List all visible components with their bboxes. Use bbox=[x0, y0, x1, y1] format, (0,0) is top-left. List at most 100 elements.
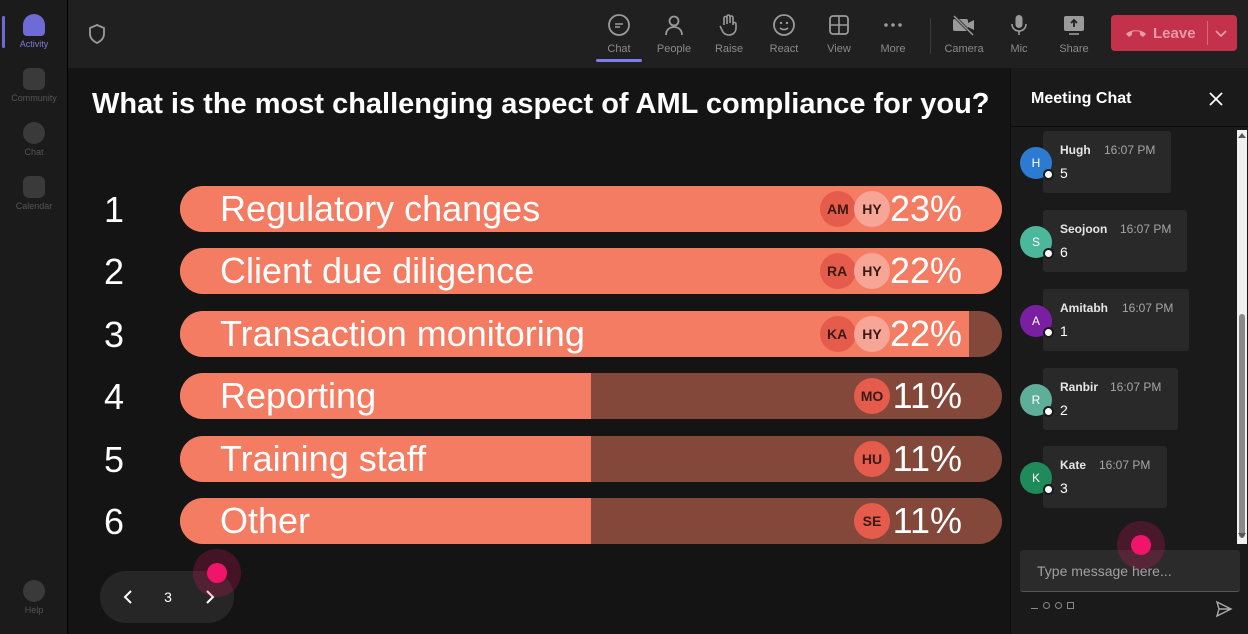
option-label: Other bbox=[220, 500, 311, 541]
poll-option-row: 1 Regulatory changes AM HY 23% bbox=[68, 186, 1010, 234]
toolbar-label: Raise bbox=[714, 43, 744, 55]
send-icon[interactable] bbox=[1215, 600, 1233, 618]
leave-divider bbox=[1207, 21, 1208, 45]
message-time: 16:07 PM bbox=[1104, 143, 1156, 157]
calendar-icon bbox=[23, 176, 45, 198]
mic-icon bbox=[1006, 12, 1032, 38]
chat-icon bbox=[606, 12, 632, 38]
chat-title: Meeting Chat bbox=[1031, 90, 1132, 107]
poll-option-row: 6 Other SE 11% bbox=[68, 498, 1010, 546]
toolbar-camera-button[interactable]: Camera bbox=[939, 8, 989, 64]
page-number: 3 bbox=[164, 589, 172, 605]
message-bubble bbox=[1043, 131, 1171, 193]
toolbar-chat-button[interactable]: Chat bbox=[594, 8, 644, 64]
toolbar-raise-button[interactable]: Raise bbox=[704, 8, 754, 64]
scroll-down-icon[interactable] bbox=[1238, 531, 1246, 539]
chat-divider bbox=[1011, 126, 1248, 127]
toolbar-label: Chat bbox=[607, 43, 631, 55]
toolbar-people-button[interactable]: People bbox=[649, 8, 699, 64]
chat-message-input[interactable] bbox=[1020, 550, 1240, 592]
rail-item-label: Activity bbox=[19, 39, 49, 49]
option-percentage: 22% bbox=[889, 313, 962, 354]
shield-icon[interactable] bbox=[88, 24, 106, 44]
close-icon[interactable] bbox=[1207, 90, 1225, 108]
toolbar-view-button[interactable]: View bbox=[814, 8, 864, 64]
rail-item-label: Calendar bbox=[15, 201, 53, 211]
share-icon bbox=[1061, 12, 1087, 38]
chat-message: K Kate 16:07 PM 3 bbox=[1011, 446, 1241, 510]
bell-icon bbox=[23, 14, 45, 36]
phone-hangup-icon bbox=[1126, 30, 1146, 37]
sender-name: Ranbir bbox=[1060, 380, 1099, 394]
rail-item-help[interactable]: Help bbox=[0, 576, 68, 626]
sender-name: Hugh bbox=[1060, 143, 1091, 157]
voter-avatar: KA bbox=[820, 316, 856, 352]
toolbar-share-button[interactable]: Share bbox=[1049, 8, 1099, 64]
option-bar: Transaction monitoring KA HY 22% bbox=[180, 311, 1002, 357]
toolbar-label: More bbox=[880, 43, 906, 55]
toolbar-react-button[interactable]: React bbox=[759, 8, 809, 64]
message-bubble bbox=[1043, 446, 1167, 508]
attach-icon[interactable] bbox=[1043, 602, 1050, 609]
option-bar: Client due diligence RA HY 22% bbox=[180, 248, 1002, 294]
option-number: 2 bbox=[104, 251, 125, 292]
hand-icon bbox=[716, 12, 742, 38]
sender-name: Seojoon bbox=[1060, 222, 1108, 236]
chevron-left-icon[interactable] bbox=[118, 587, 138, 607]
chat-message: H Hugh 16:07 PM 5 bbox=[1011, 131, 1241, 195]
rail-item-label: Help bbox=[24, 605, 44, 615]
presence-status-icon bbox=[1043, 169, 1054, 180]
option-number: 4 bbox=[104, 376, 125, 417]
meeting-chat-panel: Meeting Chat H Hugh 16:07 PM 5 S Seojoon 16:07… bbox=[1010, 68, 1248, 634]
voter-avatar: RA bbox=[820, 253, 856, 289]
option-bar: Reporting MO 11% bbox=[180, 373, 1002, 419]
gif-icon[interactable] bbox=[1067, 602, 1074, 609]
chevron-down-icon[interactable] bbox=[1213, 25, 1229, 41]
chat-compose-box bbox=[1020, 550, 1240, 592]
rail-item-community[interactable]: Community bbox=[0, 64, 68, 114]
option-label: Transaction monitoring bbox=[220, 313, 585, 354]
scrollbar-thumb[interactable] bbox=[1239, 314, 1245, 538]
option-percentage: 11% bbox=[892, 500, 962, 541]
option-label: Training staff bbox=[220, 438, 427, 479]
toolbar-label: Mic bbox=[1010, 43, 1028, 55]
rail-item-activity[interactable]: Activity bbox=[0, 10, 68, 60]
chat-icon bbox=[23, 122, 45, 144]
rail-item-chat[interactable]: Chat bbox=[0, 118, 68, 168]
option-percentage: 11% bbox=[892, 438, 962, 479]
option-label: Regulatory changes bbox=[220, 188, 541, 229]
option-label: Client due diligence bbox=[220, 250, 535, 291]
voter-avatar: HY bbox=[854, 253, 890, 289]
format-text-icon[interactable] bbox=[1031, 602, 1038, 609]
option-bar-fill bbox=[180, 498, 591, 544]
option-bar-fill bbox=[180, 373, 591, 419]
rail-item-calendar[interactable]: Calendar bbox=[0, 172, 68, 222]
presence-status-icon bbox=[1043, 248, 1054, 259]
rail-item-label: Community bbox=[11, 93, 57, 103]
presence-status-icon bbox=[1043, 484, 1054, 495]
toolbar-mic-button[interactable]: Mic bbox=[994, 8, 1044, 64]
emoji-icon[interactable] bbox=[1055, 602, 1062, 609]
pointer-highlight bbox=[207, 563, 227, 583]
rail-item-label: Chat bbox=[24, 147, 44, 157]
chat-message: S Seojoon 16:07 PM 6 bbox=[1011, 210, 1241, 274]
left-rail: Activity Community Chat Calendar Help bbox=[0, 0, 68, 634]
chat-scrollbar[interactable] bbox=[1237, 130, 1247, 544]
leave-button[interactable]: Leave bbox=[1111, 15, 1237, 51]
message-text: 5 bbox=[1060, 165, 1068, 181]
toolbar-label: View bbox=[827, 43, 851, 55]
option-label: Reporting bbox=[220, 375, 377, 416]
poll-option-row: 4 Reporting MO 11% bbox=[68, 373, 1010, 421]
message-bubble bbox=[1043, 368, 1178, 430]
option-number: 5 bbox=[104, 439, 125, 480]
chevron-right-icon[interactable] bbox=[200, 587, 220, 607]
pointer-highlight bbox=[1131, 535, 1151, 555]
scroll-up-icon[interactable] bbox=[1238, 132, 1246, 140]
toolbar-more-button[interactable]: More bbox=[868, 8, 918, 64]
poll-results: What is the most challenging aspect of A… bbox=[68, 68, 1010, 634]
poll-option-row: 5 Training staff HU 11% bbox=[68, 436, 1010, 484]
toolbar-label: Share bbox=[1059, 43, 1089, 55]
chat-message: R Ranbir 16:07 PM 2 bbox=[1011, 368, 1241, 432]
sender-name: Kate bbox=[1060, 458, 1087, 472]
